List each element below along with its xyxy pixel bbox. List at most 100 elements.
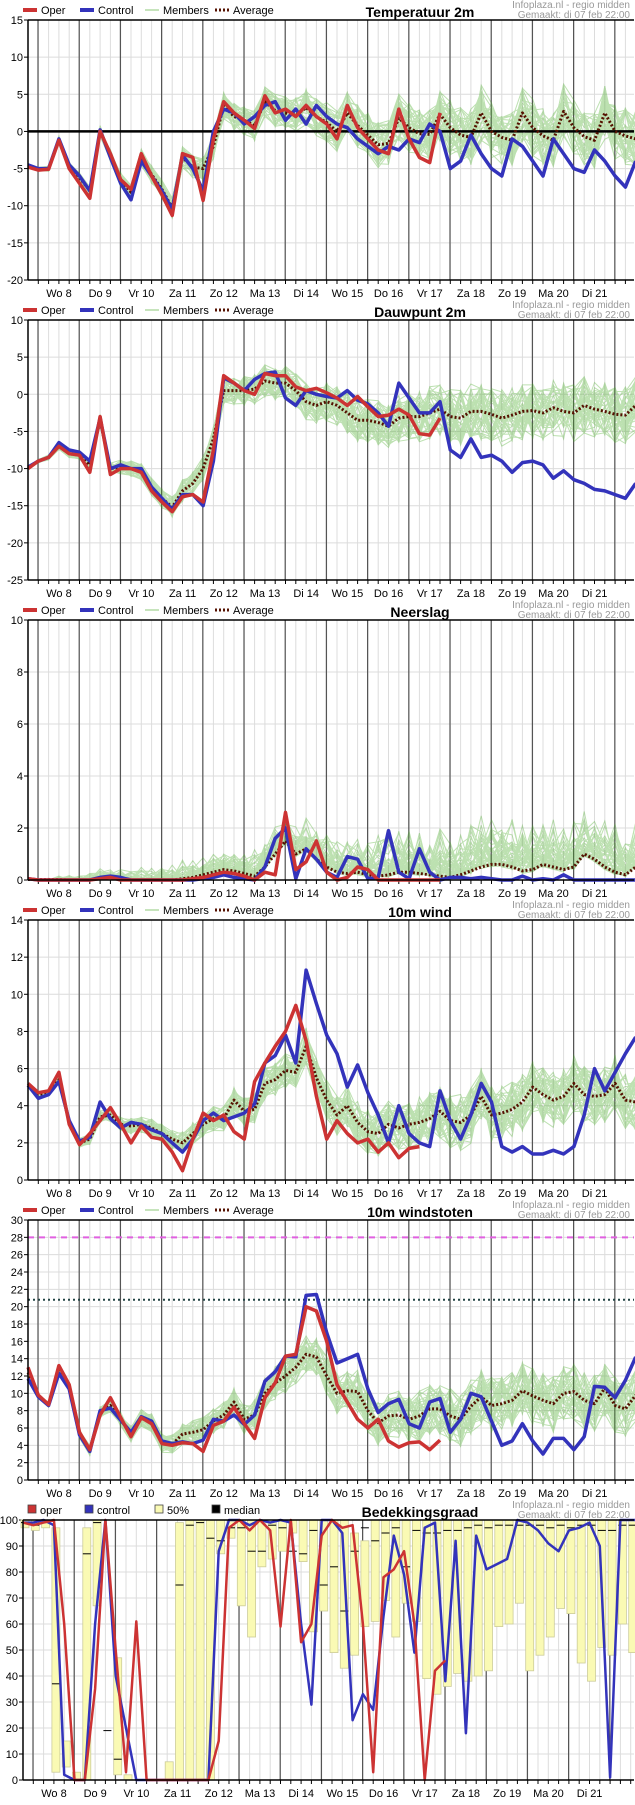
- x-tick-label: Ma 13: [250, 888, 281, 900]
- band-bar: [536, 1520, 544, 1655]
- x-tick-label: Vr 10: [128, 888, 154, 900]
- x-tick-label: Di 21: [582, 288, 608, 300]
- y-tick-label: 10: [6, 1749, 18, 1761]
- y-tick-label: -5: [13, 164, 23, 176]
- x-tick-label: Do 9: [89, 288, 112, 300]
- x-tick-label: Zo 12: [205, 1788, 233, 1800]
- y-tick-label: 0: [17, 1475, 23, 1487]
- legend-swatch: [28, 1505, 36, 1513]
- x-tick-label: Do 9: [89, 588, 112, 600]
- x-tick-label: Za 11: [169, 288, 196, 300]
- legend-item-oper: Oper: [23, 5, 66, 17]
- y-tick-label: 26: [11, 1250, 23, 1262]
- x-tick-label: Za 18: [452, 1788, 480, 1800]
- legend-label: Members: [163, 5, 209, 17]
- y-tick-label: 0: [17, 1175, 23, 1187]
- y-tick-label: 30: [6, 1697, 18, 1709]
- x-tick-label: Wo 15: [332, 888, 364, 900]
- x-tick-label: Vr 17: [417, 888, 443, 900]
- x-tick-label: Wo 15: [327, 1788, 359, 1800]
- legend-label: Members: [163, 905, 209, 917]
- x-tick-label: Ma 20: [538, 888, 569, 900]
- x-tick-label: Wo 8: [41, 1788, 66, 1800]
- x-tick-label: Do 9: [89, 888, 112, 900]
- series-control: [28, 970, 635, 1154]
- y-tick-label: 50: [6, 1645, 18, 1657]
- legend-item-oper: oper: [28, 1505, 62, 1517]
- x-tick-label: Di 21: [582, 1188, 608, 1200]
- band-bar: [495, 1520, 503, 1627]
- legend-item-members: Members: [145, 1205, 209, 1217]
- x-tick-label: Za 11: [169, 1488, 196, 1500]
- x-tick-label: Zo 19: [498, 1488, 526, 1500]
- x-tick-label: Za 11: [169, 1188, 196, 1200]
- legend-label: Oper: [41, 605, 66, 617]
- band-bar: [176, 1523, 184, 1780]
- legend-label: Members: [163, 605, 209, 617]
- y-tick-label: 40: [6, 1671, 18, 1683]
- legend-label: median: [224, 1505, 260, 1517]
- x-tick-label: Za 18: [457, 1188, 485, 1200]
- legend-label: Control: [98, 605, 133, 617]
- x-tick-label: Vr 17: [412, 1788, 438, 1800]
- y-tick-label: 18: [11, 1319, 23, 1331]
- x-tick-label: Wo 15: [332, 1188, 364, 1200]
- chart-title: Dauwpunt 2m: [374, 304, 466, 320]
- legend-item-control: Control: [80, 605, 133, 617]
- legend-label: Average: [233, 905, 274, 917]
- member-line: [28, 372, 635, 509]
- x-tick-label: Zo 19: [493, 1788, 521, 1800]
- x-tick-label: Za 11: [164, 1788, 191, 1800]
- y-tick-label: 8: [17, 667, 23, 679]
- x-tick-label: Za 11: [169, 888, 196, 900]
- chart-title: 10m windstoten: [367, 1204, 473, 1220]
- x-tick-label: Di 21: [577, 1788, 603, 1800]
- x-tick-label: Vr 17: [417, 288, 443, 300]
- legend-item-members: Members: [145, 605, 209, 617]
- chart-title: Bedekkingsgraad: [362, 1504, 479, 1520]
- x-tick-label: Ma 13: [250, 288, 281, 300]
- legend-item-control: Control: [80, 5, 133, 17]
- legend-label: control: [97, 1505, 130, 1517]
- member-line: [28, 370, 635, 511]
- legend-label: Control: [98, 5, 133, 17]
- y-tick-label: 10: [11, 989, 23, 1001]
- member-line: [28, 91, 635, 211]
- x-tick-label: Ma 13: [250, 1188, 281, 1200]
- x-tick-label: Wo 8: [46, 1188, 71, 1200]
- legend-item-average: Average: [215, 905, 274, 917]
- legend-label: Oper: [41, 1205, 66, 1217]
- x-tick-label: Wo 15: [332, 288, 364, 300]
- band-bar: [165, 1762, 173, 1780]
- x-tick-label: Di 21: [582, 888, 608, 900]
- y-tick-label: 12: [11, 1371, 23, 1383]
- legend-item-average: Average: [215, 5, 274, 17]
- x-tick-label: Wo 15: [332, 588, 364, 600]
- y-tick-label: 22: [11, 1284, 23, 1296]
- y-tick-label: 10: [11, 615, 23, 627]
- legend-item-average: Average: [215, 605, 274, 617]
- legend: Oper Control Members Average: [23, 5, 274, 17]
- x-tick-label: Ma 20: [533, 1788, 564, 1800]
- legend-item-oper: Oper: [23, 305, 66, 317]
- y-tick-label: 14: [11, 915, 23, 927]
- y-tick-label: 6: [17, 1064, 23, 1076]
- legend-label: oper: [40, 1505, 62, 1517]
- band-bar: [186, 1520, 194, 1780]
- y-tick-label: 4: [17, 1101, 23, 1113]
- x-tick-label: Za 11: [169, 588, 196, 600]
- x-tick-label: Ma 13: [245, 1788, 276, 1800]
- y-tick-label: 0: [17, 875, 23, 887]
- y-tick-label: 90: [6, 1541, 18, 1553]
- y-tick-label: 100: [0, 1515, 18, 1527]
- x-tick-label: Zo 19: [498, 1188, 526, 1200]
- x-tick-label: Wo 15: [332, 1488, 364, 1500]
- y-tick-label: 70: [6, 1593, 18, 1605]
- legend-item-members: Members: [145, 905, 209, 917]
- y-tick-label: 6: [17, 719, 23, 731]
